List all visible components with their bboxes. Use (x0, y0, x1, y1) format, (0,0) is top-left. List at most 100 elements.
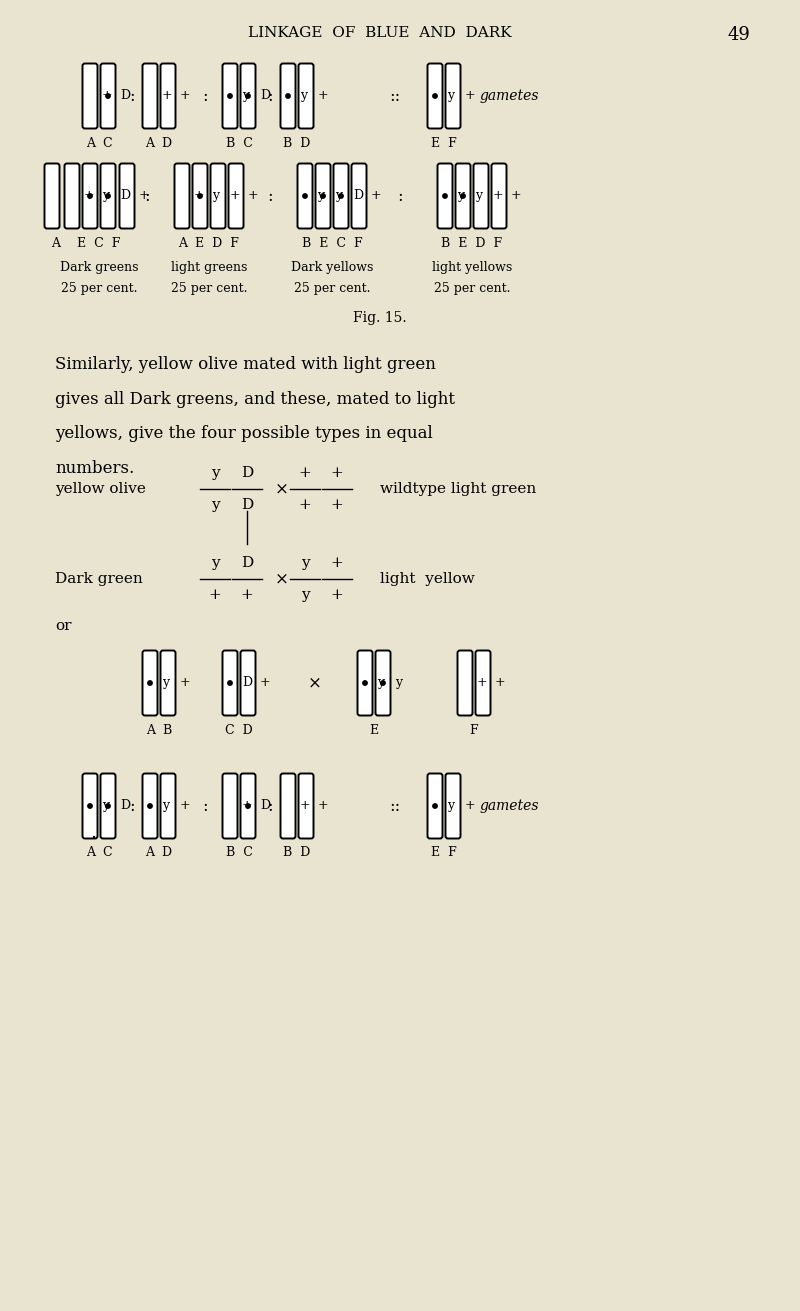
Text: y: y (210, 556, 219, 570)
Circle shape (433, 804, 437, 808)
FancyBboxPatch shape (142, 63, 158, 128)
Text: E: E (370, 724, 378, 737)
Text: +: + (194, 189, 205, 202)
Text: Dark green: Dark green (55, 572, 142, 586)
FancyBboxPatch shape (475, 650, 490, 716)
FancyBboxPatch shape (375, 650, 390, 716)
Circle shape (88, 804, 92, 808)
Text: 25 per cent.: 25 per cent. (294, 282, 370, 295)
FancyBboxPatch shape (455, 164, 470, 228)
Text: E  F: E F (431, 847, 457, 860)
Text: +: + (180, 89, 190, 101)
FancyBboxPatch shape (241, 773, 255, 839)
Circle shape (461, 194, 466, 198)
Circle shape (228, 94, 232, 98)
Text: +: + (298, 465, 311, 480)
Text: +: + (298, 498, 311, 513)
Text: y: y (335, 189, 342, 202)
FancyBboxPatch shape (174, 164, 190, 228)
Text: A  C: A C (86, 847, 112, 860)
FancyBboxPatch shape (161, 63, 175, 128)
FancyBboxPatch shape (446, 773, 461, 839)
Text: +: + (330, 498, 343, 513)
Text: :: : (267, 187, 273, 205)
Circle shape (246, 804, 250, 808)
Text: B  D: B D (283, 136, 310, 149)
Text: +: + (318, 798, 329, 812)
Text: +: + (511, 189, 522, 202)
FancyBboxPatch shape (427, 63, 442, 128)
FancyBboxPatch shape (241, 650, 255, 716)
FancyBboxPatch shape (334, 164, 349, 228)
Text: :: : (397, 187, 403, 205)
FancyBboxPatch shape (65, 164, 79, 228)
Circle shape (381, 680, 386, 686)
Text: light greens: light greens (171, 261, 247, 274)
FancyBboxPatch shape (281, 773, 295, 839)
Text: B  C: B C (226, 136, 253, 149)
Text: B  E  C  F: B E C F (302, 236, 362, 249)
Text: 25 per cent.: 25 per cent. (61, 282, 138, 295)
Circle shape (302, 194, 307, 198)
Text: A  D: A D (146, 847, 173, 860)
Text: A  C: A C (86, 136, 112, 149)
Text: B  E  D  F: B E D F (442, 236, 502, 249)
Text: :: : (202, 88, 208, 105)
Text: LINKAGE  OF  BLUE  AND  DARK: LINKAGE OF BLUE AND DARK (248, 26, 512, 41)
Text: A  E  D  F: A E D F (178, 236, 239, 249)
Text: wildtype light green: wildtype light green (380, 482, 536, 496)
Text: +: + (139, 189, 150, 202)
FancyBboxPatch shape (101, 164, 115, 228)
FancyBboxPatch shape (241, 63, 255, 128)
Text: ·: · (90, 829, 96, 847)
FancyBboxPatch shape (193, 164, 207, 228)
Circle shape (106, 94, 110, 98)
Text: +: + (180, 675, 190, 688)
Text: +: + (371, 189, 382, 202)
Text: y: y (457, 189, 464, 202)
FancyBboxPatch shape (119, 164, 134, 228)
Text: :: : (267, 88, 273, 105)
FancyBboxPatch shape (229, 164, 243, 228)
Text: D: D (120, 189, 130, 202)
Text: gametes: gametes (480, 798, 539, 813)
Text: ×: × (308, 674, 322, 691)
Text: y: y (162, 798, 169, 812)
Text: D: D (241, 498, 253, 513)
Text: A  B: A B (146, 724, 172, 737)
FancyBboxPatch shape (474, 164, 489, 228)
Text: A  D: A D (146, 136, 173, 149)
Text: y: y (475, 189, 482, 202)
Text: Fig. 15.: Fig. 15. (353, 311, 407, 325)
FancyBboxPatch shape (351, 164, 366, 228)
Text: :: : (129, 88, 135, 105)
FancyBboxPatch shape (298, 773, 314, 839)
Text: D: D (353, 189, 363, 202)
FancyBboxPatch shape (438, 164, 453, 228)
Text: y: y (447, 798, 454, 812)
FancyBboxPatch shape (101, 773, 115, 839)
FancyBboxPatch shape (161, 773, 175, 839)
Circle shape (198, 194, 202, 198)
Text: y: y (301, 556, 310, 570)
Text: 25 per cent.: 25 per cent. (170, 282, 247, 295)
Text: :: : (144, 187, 150, 205)
FancyBboxPatch shape (458, 650, 473, 716)
Text: y: y (212, 189, 219, 202)
Text: +: + (493, 189, 504, 202)
FancyBboxPatch shape (82, 63, 98, 128)
Text: D: D (260, 89, 270, 101)
Text: +: + (241, 589, 254, 602)
Text: E  C  F: E C F (78, 236, 121, 249)
Text: y: y (210, 465, 219, 480)
Text: +: + (330, 589, 343, 602)
Text: +: + (84, 189, 94, 202)
FancyBboxPatch shape (45, 164, 59, 228)
Text: numbers.: numbers. (55, 459, 134, 476)
FancyBboxPatch shape (446, 63, 461, 128)
Text: C  D: C D (225, 724, 253, 737)
Circle shape (321, 194, 325, 198)
Text: ::: :: (390, 88, 401, 105)
Text: +: + (209, 589, 222, 602)
Circle shape (88, 194, 92, 198)
